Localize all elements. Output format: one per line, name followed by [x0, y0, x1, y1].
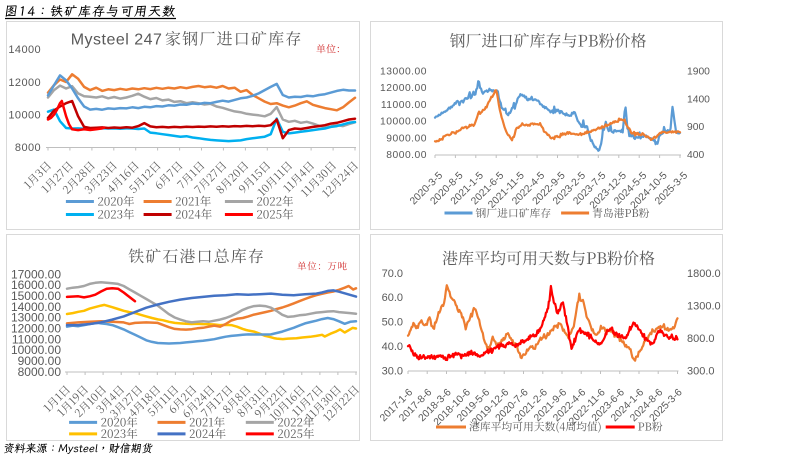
svg-text:30.0: 30.0: [382, 366, 403, 378]
svg-text:13000.00: 13000.00: [11, 311, 61, 325]
svg-text:10000.00: 10000.00: [11, 343, 61, 357]
svg-text:14000.00: 14000.00: [11, 300, 61, 314]
svg-text:8000.00: 8000.00: [386, 150, 427, 161]
svg-text:40.0: 40.0: [382, 341, 403, 353]
svg-text:50.0: 50.0: [382, 317, 403, 329]
svg-text:16000.00: 16000.00: [11, 278, 61, 292]
svg-text:12000.00: 12000.00: [380, 83, 427, 94]
svg-text:13000.00: 13000.00: [380, 67, 427, 78]
svg-text:70.0: 70.0: [382, 268, 403, 280]
svg-text:12000: 12000: [8, 77, 41, 89]
svg-text:Mysteel 247: Mysteel 247: [71, 32, 163, 49]
svg-text:1300.0: 1300.0: [687, 300, 721, 312]
svg-text:15000.00: 15000.00: [11, 289, 61, 303]
svg-text:300.0: 300.0: [687, 366, 715, 378]
svg-text:12000.00: 12000.00: [11, 322, 61, 336]
svg-text:1400: 1400: [687, 94, 710, 105]
svg-text:9000.00: 9000.00: [18, 354, 62, 368]
svg-text:9000.00: 9000.00: [386, 133, 427, 144]
svg-text:11000.00: 11000.00: [381, 100, 427, 111]
svg-text:1800.0: 1800.0: [687, 268, 721, 280]
svg-text:60.0: 60.0: [382, 292, 403, 304]
svg-text:900: 900: [687, 122, 704, 133]
svg-text:14000: 14000: [8, 44, 41, 56]
svg-text:8000.00: 8000.00: [18, 365, 62, 379]
svg-text:10000: 10000: [8, 109, 41, 121]
svg-text:10000.00: 10000.00: [380, 117, 427, 128]
svg-text:400: 400: [687, 150, 704, 161]
svg-text:800.0: 800.0: [687, 333, 715, 345]
svg-text:17000.00: 17000.00: [11, 267, 61, 281]
svg-text:8000: 8000: [15, 142, 41, 154]
svg-text:1900: 1900: [687, 67, 710, 78]
svg-text:11000.00: 11000.00: [12, 332, 61, 346]
